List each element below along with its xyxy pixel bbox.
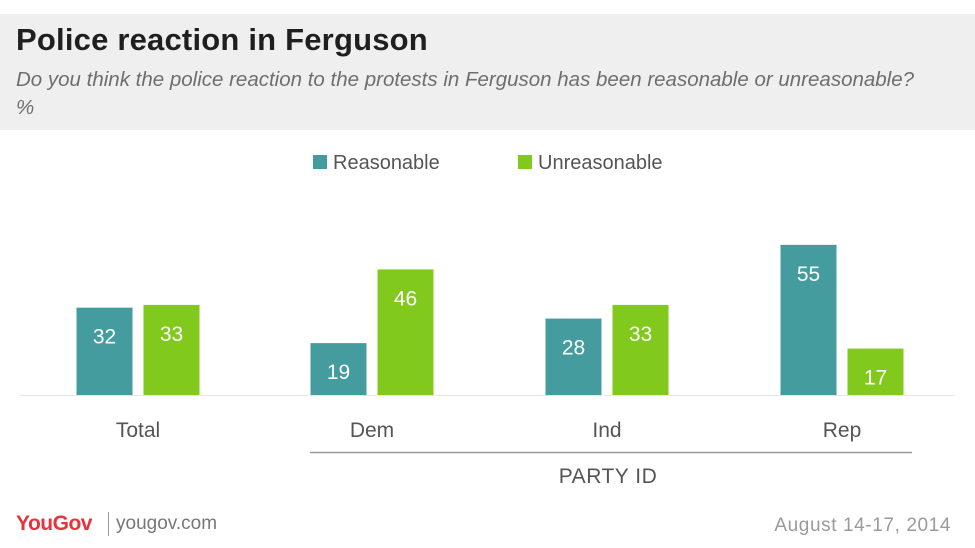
yougov-logo: YouGov bbox=[16, 512, 92, 535]
legend-label-reasonable: Reasonable bbox=[333, 152, 440, 174]
data-label-reasonable-dem: 19 bbox=[327, 361, 350, 384]
data-label-reasonable-ind: 28 bbox=[562, 337, 585, 360]
data-label-unreasonable-dem: 46 bbox=[394, 287, 417, 310]
legend-swatch-reasonable bbox=[313, 154, 327, 169]
bar-unreasonable-ind bbox=[612, 304, 669, 395]
x-tick-label-dem: Dem bbox=[350, 419, 394, 442]
data-label-reasonable-rep: 55 bbox=[797, 263, 820, 286]
data-label-unreasonable-rep: 17 bbox=[864, 367, 887, 390]
data-label-unreasonable-total: 33 bbox=[160, 323, 183, 346]
chart-subtitle: Do you think the police reaction to the … bbox=[16, 68, 915, 119]
bar-reasonable-dem bbox=[310, 343, 367, 395]
footer-site: yougov.com bbox=[116, 513, 218, 534]
legend-label-unreasonable: Unreasonable bbox=[538, 152, 663, 174]
x-tick-label-rep: Rep bbox=[823, 419, 862, 442]
bar-unreasonable-total bbox=[143, 304, 200, 395]
bar-reasonable-rep bbox=[780, 244, 837, 395]
chart-title: Police reaction in Ferguson bbox=[16, 22, 428, 57]
footer-divider bbox=[108, 512, 109, 536]
x-tick-label-total: Total bbox=[116, 419, 160, 442]
data-label-unreasonable-ind: 33 bbox=[629, 323, 652, 346]
data-label-reasonable-total: 32 bbox=[93, 326, 116, 349]
bar-reasonable-ind bbox=[545, 318, 602, 395]
bar-unreasonable-rep bbox=[847, 348, 904, 395]
x-tick-label-ind: Ind bbox=[592, 419, 621, 442]
header-band: Police reaction in Ferguson Do you think… bbox=[0, 14, 975, 130]
legend-item-reasonable: Reasonable bbox=[313, 152, 440, 178]
legend-swatch-unreasonable bbox=[518, 154, 532, 169]
legend-item-unreasonable: Unreasonable bbox=[518, 152, 663, 178]
bar-unreasonable-dem bbox=[377, 269, 434, 395]
group-label-party-id: PARTY ID bbox=[559, 465, 658, 488]
footer-date: August 14-17, 2014 bbox=[774, 515, 951, 536]
bar-reasonable-total bbox=[76, 307, 133, 395]
